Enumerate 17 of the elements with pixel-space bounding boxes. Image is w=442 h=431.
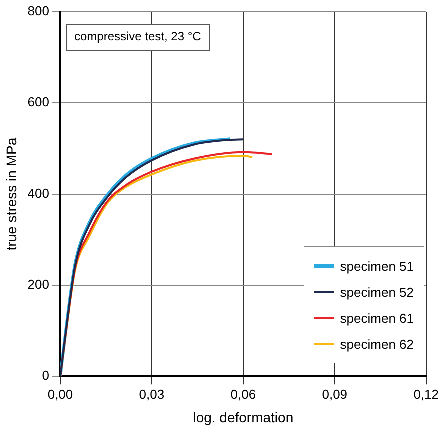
annotation: compressive test, 23 °C	[74, 29, 202, 44]
legend-label: specimen 52	[340, 284, 414, 300]
y-tick-label: 400	[28, 186, 50, 201]
x-tick-label: 0,12	[414, 386, 440, 402]
y-tick-label: 200	[28, 277, 50, 292]
legend-label: specimen 61	[340, 310, 414, 326]
x-tick-label: 0,00	[48, 386, 74, 402]
legend-label: specimen 51	[340, 258, 414, 274]
y-tick-label: 0	[42, 368, 50, 384]
x-tick-label: 0,03	[139, 386, 165, 402]
x-tick-label: 0,06	[230, 386, 256, 402]
x-axis-title: log. deformation	[193, 409, 294, 426]
y-tick-label: 600	[28, 94, 50, 110]
x-tick-label: 0,09	[322, 386, 348, 402]
legend-label: specimen 62	[340, 336, 414, 352]
y-tick-label: 800	[28, 4, 50, 19]
y-axis-title: true stress in MPa	[3, 138, 20, 251]
